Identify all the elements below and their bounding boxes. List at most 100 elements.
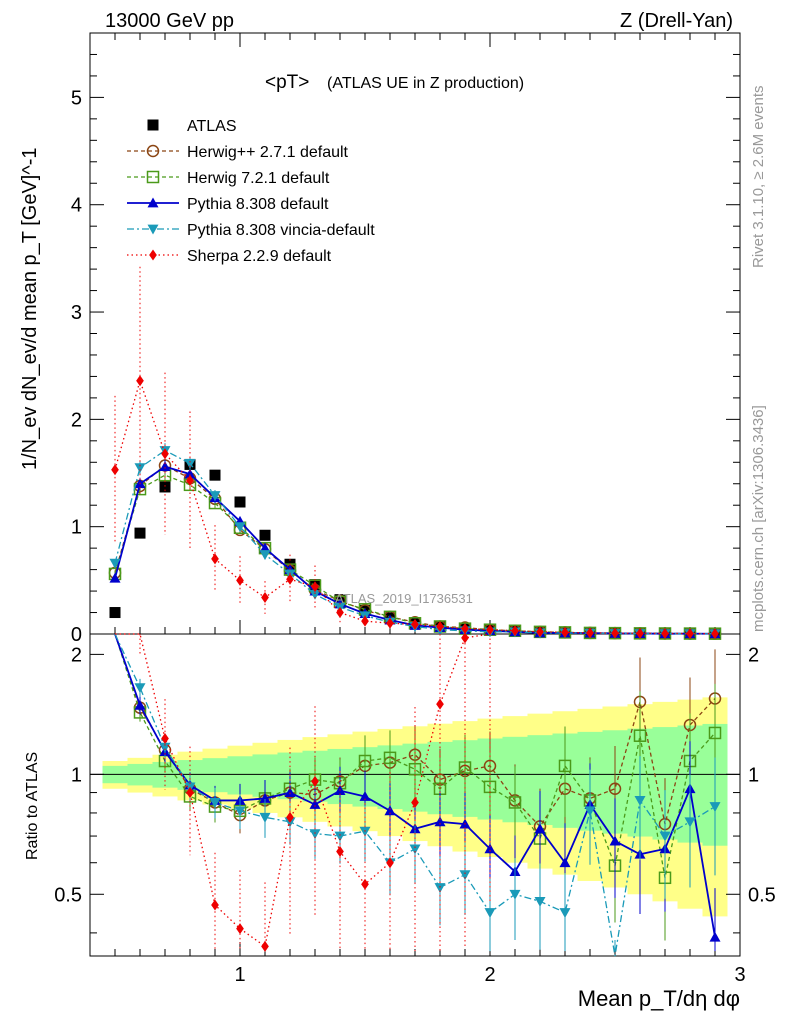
ratio-point xyxy=(409,844,421,855)
ratio-point xyxy=(134,683,146,694)
header-left: 13000 GeV pp xyxy=(105,10,234,32)
legend-label: Pythia 8.308 vincia-default xyxy=(187,222,375,239)
y-tick-label: 2 xyxy=(71,409,82,431)
ratio-point xyxy=(236,923,244,935)
ratio-tick-label-right: 0.5 xyxy=(748,884,776,906)
ratio-point xyxy=(534,896,546,907)
data-point xyxy=(386,617,394,629)
ratio-point xyxy=(434,883,446,893)
ratio-point xyxy=(559,857,571,868)
data-point xyxy=(536,626,544,638)
ratio-point xyxy=(659,831,671,842)
ratio-point xyxy=(234,806,246,817)
ratio-point xyxy=(211,899,219,911)
ratio-point xyxy=(358,754,372,768)
data-point xyxy=(586,627,594,639)
data-point xyxy=(711,628,719,640)
ratio-point xyxy=(259,812,271,823)
ratio-point xyxy=(186,787,194,799)
ratio-point xyxy=(684,817,696,828)
data-point xyxy=(336,607,344,619)
data-point xyxy=(436,620,444,632)
header-right: Z (Drell-Yan) xyxy=(620,10,733,32)
data-point xyxy=(686,628,694,640)
data-point xyxy=(259,550,271,561)
ratio-point xyxy=(411,796,419,808)
ratio-point xyxy=(383,751,397,765)
series-line xyxy=(114,464,716,635)
series-3 xyxy=(109,459,721,639)
chart-subtitle: (ATLAS UE in Z production) xyxy=(327,75,524,92)
y-tick-label: 5 xyxy=(71,87,82,109)
data-point xyxy=(109,558,121,569)
ratio-point xyxy=(709,802,721,813)
y-axis-label: 1/N_ev dN_ev/d mean p_T [GeV]^-1 xyxy=(19,147,41,470)
ratio-point xyxy=(386,857,394,869)
series-0 xyxy=(109,458,721,640)
ratio-tick-label: 0.5 xyxy=(54,884,82,906)
ratio-point xyxy=(361,878,369,890)
legend-marker xyxy=(146,170,160,184)
data-point xyxy=(161,448,169,460)
ratio-point xyxy=(384,805,396,816)
series-line xyxy=(114,465,716,635)
chart-title: <pT> xyxy=(265,72,309,93)
legend-marker xyxy=(147,119,159,131)
legend-marker xyxy=(147,224,159,235)
ratio-point xyxy=(334,831,346,842)
ratio-point xyxy=(359,790,371,801)
x-tick-label: 3 xyxy=(734,964,745,986)
data-point xyxy=(261,592,269,604)
ratio-point xyxy=(558,759,572,773)
x-tick-label: 1 xyxy=(234,964,245,986)
legend-label: ATLAS xyxy=(187,118,237,135)
y-tick-label: 1 xyxy=(71,517,82,539)
ratio-point xyxy=(284,787,296,797)
ratio-y-axis-label: Ratio to ATLAS xyxy=(24,752,41,860)
ratio-point xyxy=(359,826,371,837)
ratio-point xyxy=(436,698,444,710)
ratio-y-label-group: Ratio to ATLAS xyxy=(24,752,41,860)
ratio-point xyxy=(509,889,521,900)
data-point xyxy=(136,375,144,387)
data-point xyxy=(111,464,119,476)
ratio-point xyxy=(434,816,446,827)
x-axis-label: Mean p_T/dη dφ xyxy=(578,986,740,1011)
series-layer xyxy=(108,266,722,957)
data-point xyxy=(236,574,244,586)
data-point xyxy=(661,627,669,639)
legend-label: Sherpa 2.2.9 default xyxy=(187,248,332,265)
data-point xyxy=(209,491,221,502)
y-axis-label-group: 1/N_ev dN_ev/d mean p_T [GeV]^-1 xyxy=(19,147,41,470)
ratio-point xyxy=(209,798,221,808)
data-point xyxy=(234,522,246,533)
data-point xyxy=(186,475,194,487)
legend-label: Herwig 7.2.1 default xyxy=(187,170,330,187)
y-tick-label: 0 xyxy=(71,624,82,646)
ratio-point xyxy=(508,796,522,809)
series-5 xyxy=(111,266,719,640)
ratio-point xyxy=(458,761,472,774)
y-tick-label: 4 xyxy=(71,195,82,217)
ratio-point xyxy=(709,931,721,942)
ratio-point xyxy=(311,775,319,787)
ratio-line xyxy=(115,633,491,948)
ratio-series-5 xyxy=(115,632,491,952)
ratio-tick-label: 2 xyxy=(71,644,82,666)
data-point xyxy=(184,458,196,469)
legend-entry: Herwig++ 2.7.1 default xyxy=(127,144,349,161)
ratio-point xyxy=(261,940,269,952)
ratio-point xyxy=(336,846,344,858)
data-point xyxy=(109,572,121,583)
data-point xyxy=(486,624,494,636)
legend-marker xyxy=(147,197,159,208)
ratio-point xyxy=(484,843,496,854)
legend-entry: Sherpa 2.2.9 default xyxy=(127,248,332,265)
legend-entry: Pythia 8.308 default xyxy=(127,196,329,213)
ratio-point xyxy=(259,792,271,803)
legend-marker xyxy=(149,249,157,261)
data-point xyxy=(511,625,519,637)
legend: ATLAS Herwig++ 2.7.1 default Herwig 7.2.1 … xyxy=(127,118,375,265)
mcplots-label-group: mcplots.cern.ch [arXiv:1306.3436] xyxy=(750,405,767,632)
ratio-point xyxy=(484,908,496,919)
